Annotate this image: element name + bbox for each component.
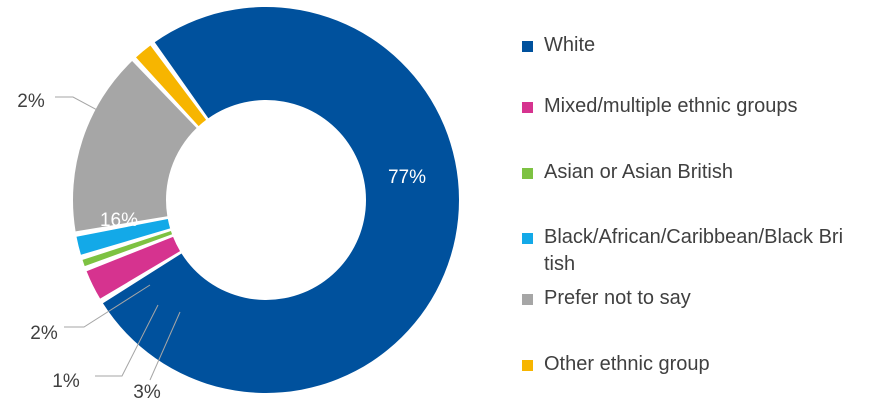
legend-swatch-other bbox=[522, 360, 533, 371]
legend-swatch-asian bbox=[522, 168, 533, 179]
data-label-prefer-not: 16% bbox=[100, 210, 138, 231]
legend-swatch-white bbox=[522, 41, 533, 52]
data-label-mixed: 3% bbox=[133, 382, 161, 401]
slice-mixed bbox=[86, 236, 181, 299]
legend-item-mixed: Mixed/multiple ethnic groups bbox=[522, 93, 864, 120]
legend-swatch-black bbox=[522, 233, 533, 244]
data-label-black: 2% bbox=[30, 323, 58, 344]
leader-line-mixed bbox=[149, 311, 181, 381]
chart-slices bbox=[73, 6, 460, 393]
slice-other bbox=[136, 45, 207, 127]
legend-label-asian: Asian or Asian British bbox=[544, 161, 733, 183]
legend-label-mixed: Mixed/multiple ethnic groups bbox=[544, 95, 798, 117]
legend-label-prefer-not: Prefer not to say bbox=[544, 287, 691, 309]
legend-label-white: White bbox=[544, 34, 596, 56]
legend-label-other: Other ethnic group bbox=[544, 353, 710, 375]
legend-item-black: Black/African/Caribbean/Black British bbox=[522, 224, 844, 278]
leader-line-black bbox=[64, 284, 151, 328]
data-label-other: 2% bbox=[17, 91, 45, 112]
legend-swatch-mixed bbox=[522, 102, 533, 113]
slice-asian bbox=[82, 231, 173, 267]
slice-black bbox=[76, 219, 171, 255]
legend-item-asian: Asian or Asian British bbox=[522, 159, 864, 186]
legend-swatch-prefer-not bbox=[522, 294, 533, 305]
donut-chart: 77% 3% 1% 2% 16% 2% bbox=[17, 6, 460, 401]
legend-item-prefer-not: Prefer not to say bbox=[522, 285, 864, 312]
data-label-white: 77% bbox=[388, 167, 426, 188]
leader-line-asian bbox=[95, 304, 159, 377]
chart-data-labels: 77% 3% 1% 2% 16% 2% bbox=[17, 91, 426, 401]
chart-leader-lines bbox=[55, 96, 181, 381]
legend-label-black: Black/African/Caribbean/Black British bbox=[544, 226, 844, 275]
data-label-asian: 1% bbox=[52, 371, 80, 392]
leader-line-other bbox=[55, 96, 141, 134]
legend-item-other: Other ethnic group bbox=[522, 351, 864, 378]
legend-item-white: White bbox=[522, 32, 864, 59]
slice-prefer-not bbox=[73, 61, 197, 232]
slice-white bbox=[102, 6, 460, 393]
